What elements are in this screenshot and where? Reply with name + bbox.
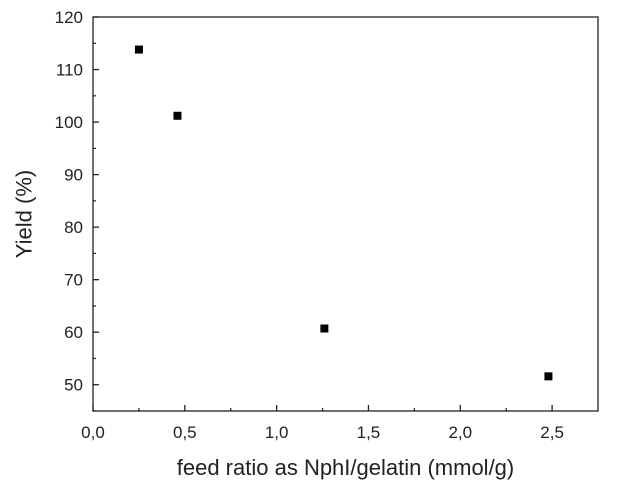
x-tick-label: 0,0 (81, 423, 105, 442)
plot-frame (92, 16, 599, 412)
y-tick-label: 110 (56, 61, 83, 80)
x-tick-label: 2,5 (540, 423, 564, 442)
data-point (134, 45, 143, 54)
x-axis-title: feed ratio as NphI/gelatin (mmol/g) (177, 455, 515, 480)
y-tick-label: 100 (55, 113, 83, 132)
y-tick-label: 80 (64, 218, 83, 237)
x-tick-label: 1,5 (357, 423, 381, 442)
x-tick-label: 2,0 (448, 423, 472, 442)
y-tick-label: 60 (64, 323, 83, 342)
y-tick-label: 50 (64, 376, 83, 395)
data-point (320, 324, 329, 333)
y-axis: 50 60 70 80 90 100 110 120 (55, 8, 99, 412)
y-tick-label: 120 (55, 8, 83, 27)
x-tick-label: 0,5 (173, 423, 197, 442)
y-axis-title: Yield (%) (12, 170, 37, 258)
data-point (544, 372, 553, 381)
data-points (134, 45, 553, 381)
y-tick-label: 90 (64, 166, 83, 185)
x-tick-label: 1,0 (265, 423, 289, 442)
data-point (173, 111, 182, 120)
plot-area-border (92, 16, 599, 412)
x-axis: 0,0 0,5 1,0 1,5 2,0 2,5 (81, 405, 564, 442)
y-tick-label: 70 (64, 271, 83, 290)
